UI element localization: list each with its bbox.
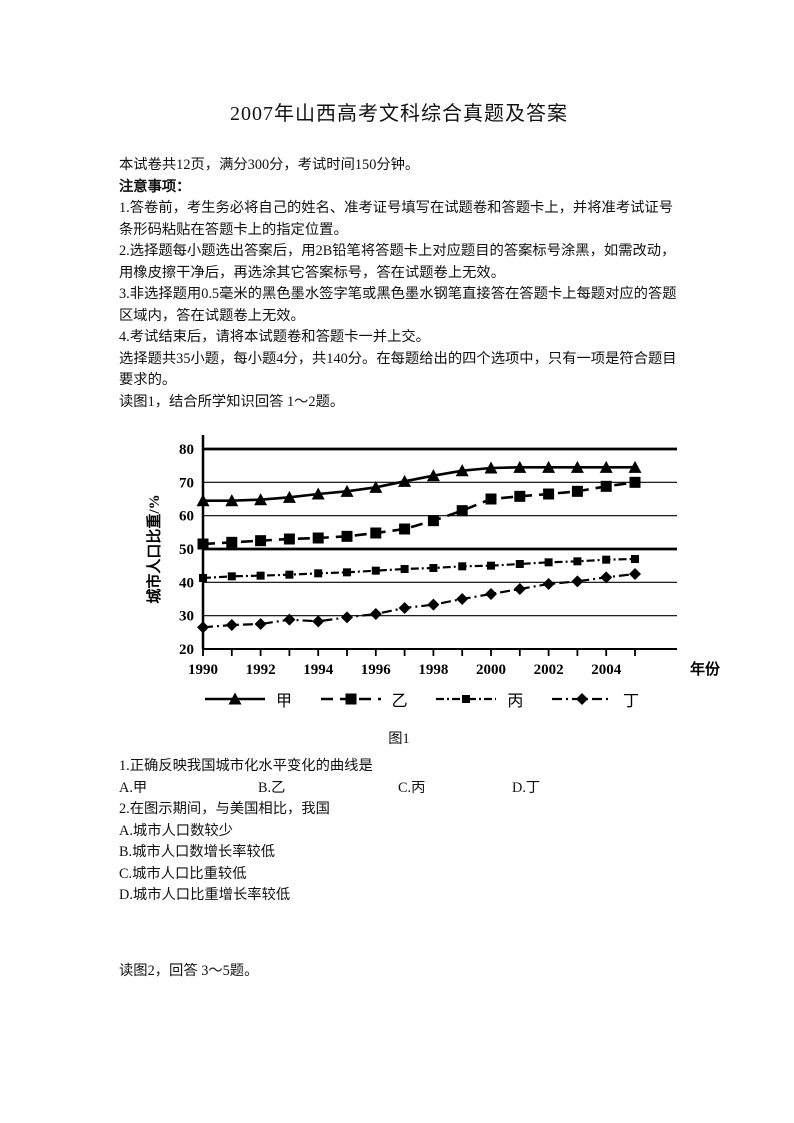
svg-text:1992: 1992 [246, 662, 276, 678]
question-1-text: 1.正确反映我国城市化水平变化的曲线是 [119, 758, 373, 774]
legend-item-丙: 丙 [434, 687, 523, 711]
svg-text:60: 60 [179, 509, 194, 525]
notice-item-1: 1.答卷前，考生务必将自己的姓名、准考证号填写在试题卷和答题卡上，并将准考试证号… [119, 200, 673, 238]
svg-text:2002: 2002 [534, 662, 564, 678]
section-note: 选择题共35小题，每小题4分，共140分。在每题给出的四个选项中，只有一项是符合… [119, 350, 677, 389]
chart-legend: 甲乙丙丁 [203, 687, 639, 711]
figure-1-chart-svg: 1990 1992 1994 1996 1998 2000 2002 2004 年份 20 30 40… [145, 435, 721, 678]
svg-text:1996: 1996 [361, 662, 392, 678]
legend-swatch-icon [436, 695, 497, 703]
legend-swatch-icon [551, 693, 612, 705]
figure-1-caption: 图1 [388, 731, 410, 747]
question-1-option-c: C.丙 [398, 779, 426, 796]
notice-item-3: 3.非选择题用0.5毫米的黑色墨水签字笔或黑色墨水钢笔直接答在答题卡上每题对应的… [119, 286, 677, 324]
page-content: 2007年山西高考文科综合真题及答案 本试卷共12页，满分300分，考试时间15… [119, 103, 721, 979]
legend-item-丁: 丁 [550, 687, 639, 711]
question-2-option-b: B.城市人口数增长率较低 [119, 844, 276, 860]
question-1-option-d: D.丁 [512, 779, 541, 796]
question-1-option-b: B.乙 [258, 779, 286, 796]
notice-item-4: 4.考试结束后，请将本试题卷和答题卡一并上交。 [119, 329, 430, 345]
svg-text:70: 70 [179, 475, 194, 491]
figure-1-chart: 1990 1992 1994 1996 1998 2000 2002 2004 年份 20 30 40… [145, 421, 721, 711]
svg-text:2000: 2000 [476, 662, 506, 678]
legend-swatch-icon [320, 693, 381, 705]
instructions-block: 本试卷共12页，满分300分，考试时间150分钟。 注意事项： 1.答卷前，考生… [119, 155, 679, 413]
legend-label: 丙 [507, 693, 524, 710]
svg-text:年份: 年份 [690, 660, 721, 678]
svg-text:30: 30 [179, 609, 194, 625]
svg-text:20: 20 [179, 642, 194, 658]
figure-1-intro: 读图1，结合所学知识回答 1～2题。 [119, 393, 345, 410]
legend-item-甲: 甲 [203, 687, 292, 711]
question-2-text: 2.在图示期间，与美国相比，我国 [119, 801, 330, 817]
legend-label: 甲 [276, 693, 293, 710]
legend-label: 乙 [391, 693, 408, 710]
question-2: 2.在图示期间，与美国相比，我国 A.城市人口数较少 B.城市人口数增长率较低 … [119, 799, 679, 907]
svg-text:1998: 1998 [418, 662, 448, 678]
notice-heading: 注意事项： [119, 178, 191, 195]
page-title: 2007年山西高考文科综合真题及答案 [230, 103, 568, 125]
svg-text:80: 80 [179, 442, 194, 458]
notice-item-2: 2.选择题每小题选出答案后，用2B铅笔将答题卡上对应题目的答案标号涂黑，如需改动… [119, 243, 676, 281]
svg-text:40: 40 [179, 575, 194, 591]
svg-text:1990: 1990 [188, 662, 218, 678]
question-1-options: A.甲 B.乙 C.丙 D.丁 [119, 778, 679, 800]
legend-item-乙: 乙 [319, 687, 408, 711]
question-2-option-a: A.城市人口数较少 [119, 822, 233, 839]
legend-label: 丁 [622, 693, 639, 710]
svg-text:50: 50 [179, 542, 194, 558]
question-1-option-a: A.甲 [119, 779, 148, 796]
question-2-option-c: C.城市人口比重较低 [119, 865, 247, 882]
question-1: 1.正确反映我国城市化水平变化的曲线是 A.甲 B.乙 C.丙 D.丁 [119, 756, 679, 799]
svg-text:城市人口比重/%: 城市人口比重/% [145, 494, 163, 603]
svg-text:2004: 2004 [591, 662, 622, 678]
exam-intro: 本试卷共12页，满分300分，考试时间150分钟。 [119, 157, 420, 173]
question-2-option-d: D.城市人口比重增长率较低 [119, 887, 291, 903]
figure-2-intro: 读图2，回答 3～5题。 [119, 962, 259, 979]
legend-swatch-icon [205, 692, 265, 705]
svg-text:1994: 1994 [303, 662, 334, 678]
